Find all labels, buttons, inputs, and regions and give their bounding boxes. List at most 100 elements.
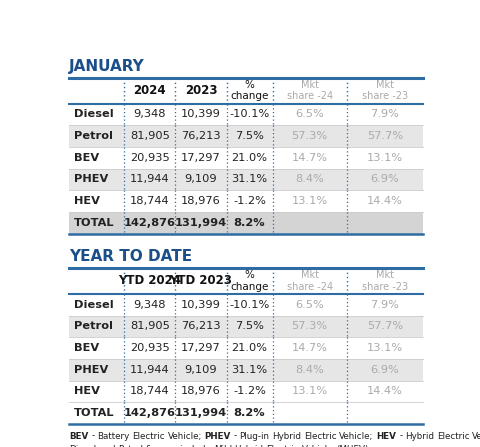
Text: 7.5%: 7.5%: [235, 321, 264, 331]
Text: 20,935: 20,935: [130, 343, 169, 353]
Text: 21.0%: 21.0%: [231, 343, 267, 353]
Text: 81,905: 81,905: [130, 321, 169, 331]
Text: 6.9%: 6.9%: [371, 174, 399, 185]
Text: PHEV: PHEV: [204, 431, 231, 441]
Text: Mkt
share -24: Mkt share -24: [287, 270, 333, 292]
Text: Electric: Electric: [266, 445, 299, 447]
Text: 57.7%: 57.7%: [367, 131, 403, 141]
Text: Plug-in: Plug-in: [240, 431, 270, 441]
Text: Vehicle,: Vehicle,: [472, 431, 480, 441]
Text: 8.4%: 8.4%: [295, 174, 324, 185]
Text: PHEV: PHEV: [74, 365, 108, 375]
Text: HEV: HEV: [74, 196, 100, 206]
Text: Electric: Electric: [132, 431, 165, 441]
Text: include: include: [179, 445, 211, 447]
Text: 14.7%: 14.7%: [292, 343, 328, 353]
Text: Hybrid: Hybrid: [405, 431, 434, 441]
Text: -1.2%: -1.2%: [233, 387, 266, 396]
Text: 18,976: 18,976: [181, 387, 221, 396]
Text: Hybrid: Hybrid: [272, 431, 301, 441]
Text: 13.1%: 13.1%: [291, 196, 328, 206]
Text: figures: figures: [146, 445, 176, 447]
Text: 18,744: 18,744: [130, 196, 169, 206]
Text: 57.3%: 57.3%: [291, 321, 328, 331]
Text: BEV: BEV: [74, 153, 99, 163]
Text: 6.5%: 6.5%: [295, 300, 324, 310]
Text: 57.3%: 57.3%: [291, 131, 328, 141]
Text: PHEV: PHEV: [74, 174, 108, 185]
Text: -1.2%: -1.2%: [233, 196, 266, 206]
Text: 10,399: 10,399: [181, 300, 221, 310]
Text: 76,213: 76,213: [181, 321, 221, 331]
Text: 131,994: 131,994: [175, 408, 227, 418]
Bar: [69, 212, 423, 234]
Text: 13.1%: 13.1%: [367, 153, 403, 163]
Text: BEV: BEV: [69, 431, 88, 441]
Text: 31.1%: 31.1%: [231, 174, 267, 185]
Text: Mkt
share -23: Mkt share -23: [361, 80, 408, 101]
Text: Diesel: Diesel: [74, 300, 113, 310]
Text: 142,876: 142,876: [124, 218, 176, 228]
Text: Vehicle;: Vehicle;: [168, 431, 202, 441]
Text: Petrol: Petrol: [74, 131, 113, 141]
Text: 13.1%: 13.1%: [291, 387, 328, 396]
Text: HEV: HEV: [376, 431, 396, 441]
Bar: [69, 402, 423, 424]
Text: BEV: BEV: [74, 343, 99, 353]
Text: 18,976: 18,976: [181, 196, 221, 206]
Text: TOTAL: TOTAL: [74, 408, 114, 418]
Text: 76,213: 76,213: [181, 131, 221, 141]
Text: 142,876: 142,876: [124, 408, 176, 418]
Text: 6.5%: 6.5%: [295, 110, 324, 119]
Text: (MHEV): (MHEV): [336, 445, 369, 447]
Text: %
change: % change: [230, 80, 269, 101]
Text: Battery: Battery: [97, 431, 130, 441]
Text: -10.1%: -10.1%: [229, 110, 270, 119]
Text: Electric: Electric: [437, 431, 469, 441]
Text: JANUARY: JANUARY: [69, 59, 145, 74]
Text: YEAR TO DATE: YEAR TO DATE: [69, 249, 192, 264]
Text: 11,944: 11,944: [130, 174, 169, 185]
Text: Diesel: Diesel: [69, 445, 96, 447]
Text: 81,905: 81,905: [130, 131, 169, 141]
Text: Mild: Mild: [214, 445, 232, 447]
Text: Electric: Electric: [304, 431, 336, 441]
Text: 31.1%: 31.1%: [231, 365, 267, 375]
Text: -: -: [399, 431, 402, 441]
Bar: [69, 359, 423, 381]
Text: 9,348: 9,348: [133, 110, 166, 119]
Text: 9,109: 9,109: [185, 365, 217, 375]
Text: 14.4%: 14.4%: [367, 196, 403, 206]
Text: Mkt
share -24: Mkt share -24: [287, 80, 333, 101]
Text: Vehicle;: Vehicle;: [339, 431, 374, 441]
Text: 7.5%: 7.5%: [235, 131, 264, 141]
Text: 8.4%: 8.4%: [295, 365, 324, 375]
Text: 7.9%: 7.9%: [370, 300, 399, 310]
Text: 14.4%: 14.4%: [367, 387, 403, 396]
Text: 11,944: 11,944: [130, 365, 169, 375]
Text: YTD 2023: YTD 2023: [169, 274, 232, 287]
Text: 13.1%: 13.1%: [367, 343, 403, 353]
Text: Mkt
share -23: Mkt share -23: [361, 270, 408, 292]
Text: YTD 2024: YTD 2024: [118, 274, 181, 287]
Bar: [69, 125, 423, 147]
Bar: [69, 169, 423, 190]
Text: HEV: HEV: [74, 387, 100, 396]
Text: 9,348: 9,348: [133, 300, 166, 310]
Text: 14.7%: 14.7%: [292, 153, 328, 163]
Text: 57.7%: 57.7%: [367, 321, 403, 331]
Text: TOTAL: TOTAL: [74, 218, 114, 228]
Text: 2023: 2023: [185, 84, 217, 97]
Text: Vehicle: Vehicle: [301, 445, 333, 447]
Text: 10,399: 10,399: [181, 110, 221, 119]
Text: 8.2%: 8.2%: [234, 408, 265, 418]
Text: -10.1%: -10.1%: [229, 300, 270, 310]
Text: Hybrid: Hybrid: [235, 445, 264, 447]
Text: Petrol: Petrol: [119, 445, 144, 447]
Text: Petrol: Petrol: [74, 321, 113, 331]
Text: and: and: [99, 445, 116, 447]
Text: -: -: [91, 431, 95, 441]
Text: 131,994: 131,994: [175, 218, 227, 228]
Bar: [69, 316, 423, 337]
Text: 20,935: 20,935: [130, 153, 169, 163]
